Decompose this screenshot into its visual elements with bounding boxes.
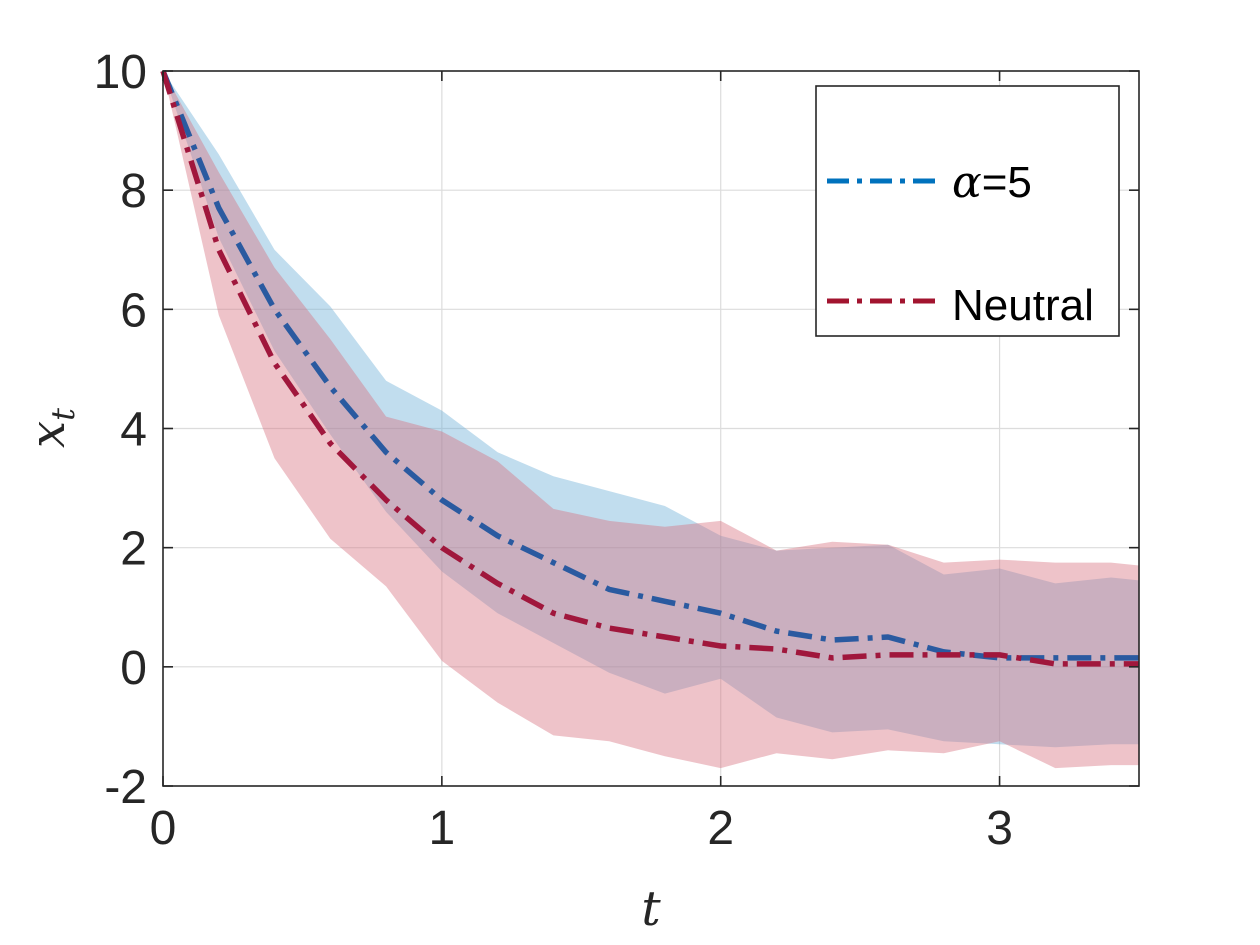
series-line-alpha: [160, 69, 1139, 661]
confidence-band-alpha: [163, 71, 1139, 748]
x-tick-label: 1: [429, 802, 456, 855]
y-axis-label: xt: [20, 408, 82, 448]
svg-text:xt: xt: [20, 408, 82, 448]
legend: α=5 Neutral: [815, 85, 1120, 337]
x-tick-label: 3: [986, 802, 1013, 855]
tick-marks: [162, 70, 1139, 787]
y-tick-label: 2: [120, 523, 147, 576]
y-tick-label: 0: [120, 642, 147, 695]
y-tick-label: 6: [120, 284, 147, 337]
y-axis-label-subscript: t: [44, 408, 82, 421]
mean-lines: [160, 69, 1139, 667]
y-tick-label: -2: [104, 761, 147, 814]
legend-label-alpha: α=5: [952, 157, 1032, 208]
x-axis-label: t: [641, 881, 661, 937]
confidence-band-neutral: [163, 71, 1139, 769]
legend-label-neutral: Neutral: [952, 281, 1094, 330]
y-tick-label: 10: [94, 46, 147, 99]
series-line-neutral: [160, 70, 1139, 667]
y-tick-label: 8: [120, 165, 147, 218]
x-tick-label: 2: [707, 802, 734, 855]
confidence-bands: [163, 71, 1139, 769]
legend-box: [815, 85, 1120, 337]
x-tick-label: 0: [150, 802, 177, 855]
y-axis-label-main: x: [20, 421, 76, 448]
y-tick-label: 4: [120, 404, 147, 457]
